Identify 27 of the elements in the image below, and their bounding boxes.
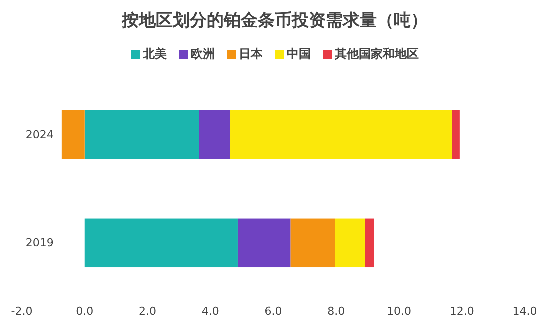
bar <box>290 218 336 268</box>
bar <box>452 110 460 160</box>
y-tick-label: 2024 <box>26 128 54 142</box>
bar <box>230 110 452 160</box>
legend-label: 日本 <box>239 47 264 61</box>
bar <box>62 110 85 160</box>
legend-label: 北美 <box>142 47 167 61</box>
bar <box>365 218 374 268</box>
x-tick-label: 14.0 <box>512 304 538 318</box>
bar <box>84 218 238 268</box>
x-tick-label: 12.0 <box>450 304 474 318</box>
x-tick-label: 0.0 <box>76 304 94 318</box>
bar <box>335 218 366 268</box>
bar <box>199 110 230 160</box>
x-tick-label: 6.0 <box>264 304 282 318</box>
legend-label: 欧洲 <box>191 47 215 61</box>
y-tick-label: 2019 <box>26 236 54 250</box>
chart-title: 按地区划分的铂金条币投资需求量（吨） <box>121 11 428 31</box>
x-tick-label: 8.0 <box>328 304 346 318</box>
bar <box>238 218 291 268</box>
bar <box>84 110 200 160</box>
x-tick-label: 2.0 <box>139 304 156 318</box>
legend-label: 中国 <box>287 47 311 61</box>
x-tick-label: 10.0 <box>387 304 412 318</box>
legend-label: 其他国家和地区 <box>334 47 419 61</box>
x-tick-label: 4.0 <box>202 304 220 318</box>
x-tick-label: -2.0 <box>11 304 33 318</box>
